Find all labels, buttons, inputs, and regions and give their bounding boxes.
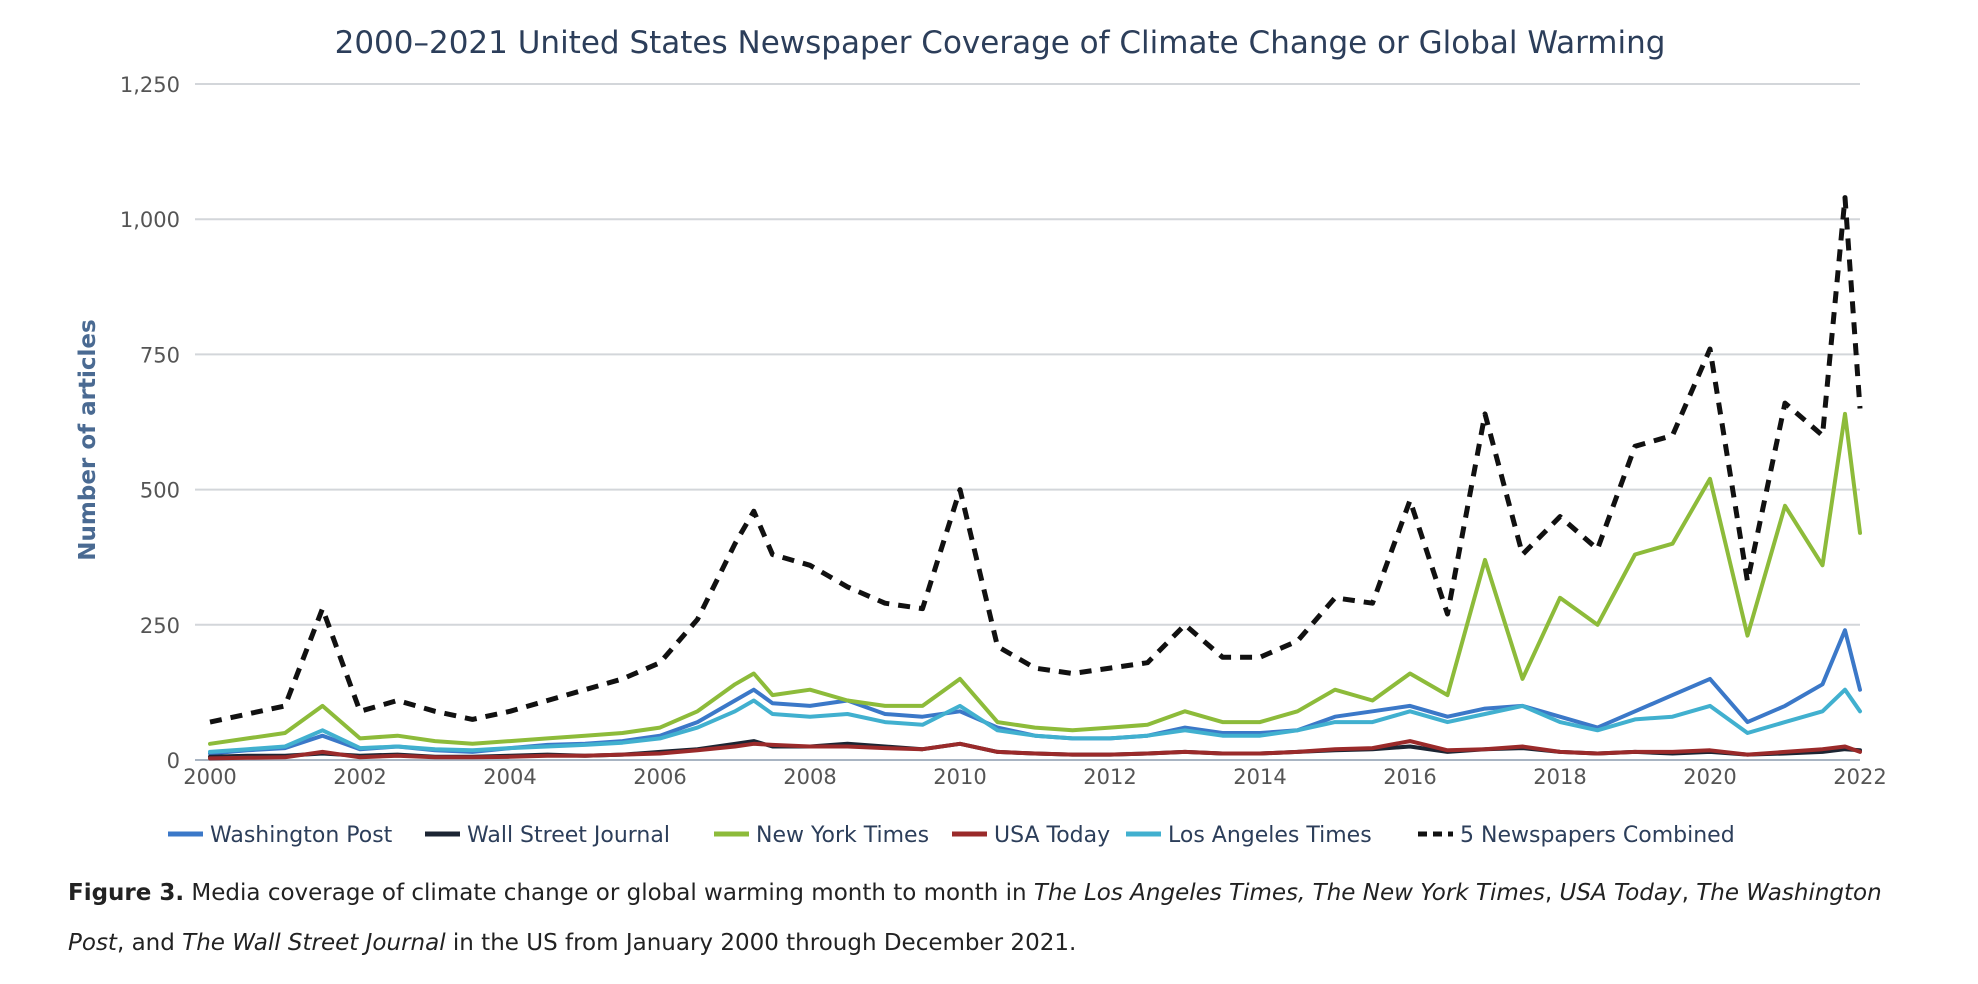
x-tick-labels: 2000 2002 2004 2006 2008 2010 2012 2014 2016 2018… [183,765,1886,789]
x-tick-label: 2014 [1233,765,1286,789]
legend-label: New York Times [756,823,929,848]
x-tick-label: 2016 [1383,765,1436,789]
legend: Washington Post Wall Street Journal New Yo… [168,823,1735,848]
y-tick-label: 1,000 [120,208,180,232]
legend-label: USA Today [994,823,1110,848]
caption-text-2: in the US from January 2000 through Dece… [445,930,1077,956]
y-tick-label: 250 [140,614,180,638]
caption-paper-wsj: The Wall Street Journal [182,930,446,956]
figure-caption: Figure 3. Media coverage of climate chan… [68,868,1908,968]
caption-label: Figure 3. [68,880,185,906]
caption-paper-usa: USA Today [1559,880,1682,906]
legend-label: Wall Street Journal [467,823,670,848]
legend-label: Los Angeles Times [1168,823,1372,848]
x-tick-label: 2020 [1683,765,1736,789]
series-line-5-newspapers-combined [209,195,1863,725]
y-tick-labels: 0 250 500 750 1,000 1,250 [120,73,180,773]
x-tick-label: 2008 [783,765,836,789]
legend-label: Washington Post [210,823,393,848]
legend-label: 5 Newspapers Combined [1460,823,1735,848]
x-tick-label: 2018 [1533,765,1586,789]
series-line-usa-today [208,739,1862,761]
chart-title: 2000–2021 United States Newspaper Covera… [335,25,1666,61]
caption-sep-1: , [1544,880,1560,906]
y-tick-label: 750 [140,343,180,367]
gridlines [195,83,1860,761]
y-tick-label: 0 [167,749,180,773]
x-tick-label: 2002 [333,765,386,789]
x-tick-label: 2006 [633,765,686,789]
caption-paper-wp: The Washington Post [68,880,1882,956]
y-tick-label: 1,250 [120,73,180,97]
series-line-los-angeles-times [208,687,1862,754]
y-axis-label: Number of articles [75,319,101,560]
x-tick-label: 2010 [933,765,986,789]
caption-text-1: Media coverage of climate change or glob… [184,880,1034,906]
x-tick-label: 2000 [183,765,236,789]
series-lines [208,195,1863,761]
series-line-new-york-times [208,411,1862,746]
x-tick-label: 2004 [483,765,536,789]
x-tick-label: 2012 [1083,765,1136,789]
caption-papers-a: The Los Angeles Times, The New York Time… [1033,880,1545,906]
y-tick-label: 500 [140,479,180,503]
x-tick-label: 2022 [1833,765,1886,789]
caption-sep-2: , [1681,880,1697,906]
caption-sep-3: , and [116,930,183,956]
